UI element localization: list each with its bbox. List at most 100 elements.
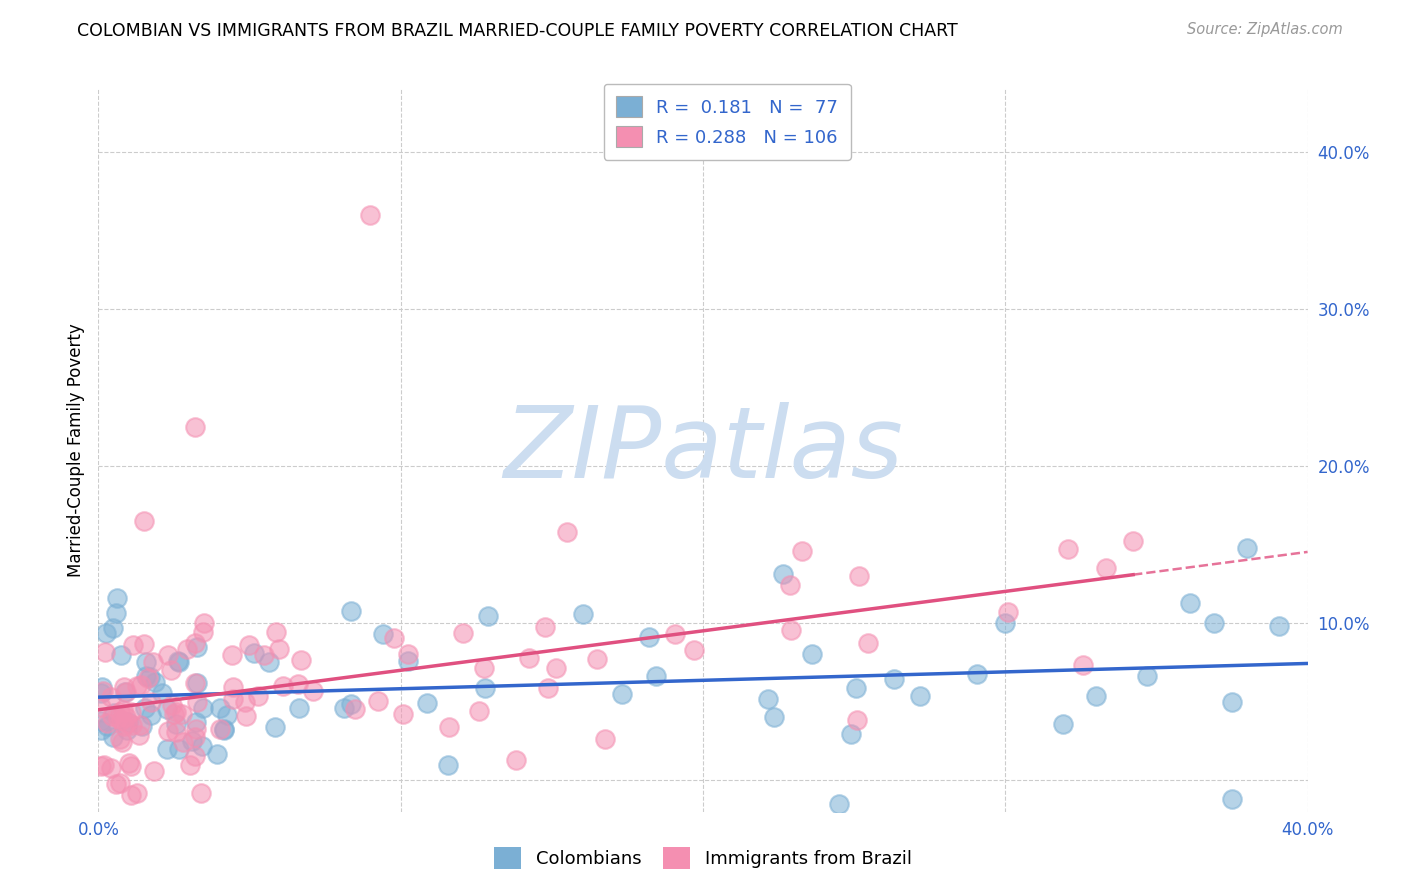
Point xyxy=(257,655,280,669)
Point xyxy=(287,676,309,690)
Point xyxy=(139,708,162,723)
Point xyxy=(1202,615,1225,630)
Point xyxy=(143,764,166,778)
Point xyxy=(179,757,201,772)
Point xyxy=(90,686,112,700)
Point xyxy=(110,714,132,728)
Point xyxy=(762,710,785,724)
Point xyxy=(180,734,202,748)
Point xyxy=(156,742,179,756)
Point xyxy=(340,604,363,618)
Point xyxy=(264,624,287,639)
Point xyxy=(176,642,198,657)
Point xyxy=(172,735,194,749)
Point xyxy=(222,680,245,694)
Point xyxy=(997,605,1019,619)
Point xyxy=(184,714,207,729)
Point xyxy=(108,705,131,719)
Point xyxy=(1122,534,1144,549)
Point xyxy=(1178,596,1201,610)
Point xyxy=(1220,792,1243,806)
Point xyxy=(1095,561,1118,575)
Point xyxy=(90,700,112,714)
Point xyxy=(212,722,235,736)
Point xyxy=(112,681,135,695)
Point xyxy=(156,702,179,716)
Point xyxy=(253,648,276,663)
Point xyxy=(437,757,460,772)
Point xyxy=(247,689,270,703)
Point xyxy=(111,734,134,748)
Point xyxy=(100,690,122,704)
Point xyxy=(120,705,142,719)
Point xyxy=(772,567,794,582)
Point xyxy=(103,730,125,744)
Point xyxy=(1236,541,1258,555)
Point xyxy=(1052,717,1074,731)
Point xyxy=(131,719,153,733)
Point xyxy=(127,679,149,693)
Point xyxy=(269,641,291,656)
Point xyxy=(128,718,150,732)
Point xyxy=(128,728,150,742)
Point xyxy=(165,716,187,731)
Point xyxy=(208,723,231,737)
Point xyxy=(186,695,208,709)
Point xyxy=(264,720,287,734)
Point xyxy=(664,627,686,641)
Point xyxy=(333,701,356,715)
Point xyxy=(845,681,868,696)
Point xyxy=(156,723,179,738)
Point xyxy=(121,717,143,731)
Point xyxy=(384,632,406,646)
Point xyxy=(122,638,145,652)
Point xyxy=(125,786,148,800)
Point xyxy=(184,731,207,745)
Point xyxy=(94,625,117,640)
Point xyxy=(360,208,382,222)
Point xyxy=(104,606,127,620)
Point xyxy=(93,758,115,772)
Y-axis label: Married-Couple Family Poverty: Married-Couple Family Poverty xyxy=(66,324,84,577)
Point xyxy=(129,678,152,692)
Point xyxy=(170,706,193,721)
Point xyxy=(392,707,415,722)
Text: Source: ZipAtlas.com: Source: ZipAtlas.com xyxy=(1187,22,1343,37)
Point xyxy=(243,646,266,660)
Point xyxy=(132,637,155,651)
Point xyxy=(416,696,439,710)
Point xyxy=(233,695,256,709)
Point xyxy=(120,789,142,803)
Point xyxy=(212,723,235,737)
Point xyxy=(186,675,208,690)
Point xyxy=(143,674,166,689)
Point xyxy=(800,647,823,661)
Point xyxy=(167,741,190,756)
Point xyxy=(235,709,257,723)
Point xyxy=(779,578,801,592)
Point xyxy=(848,568,870,582)
Point xyxy=(302,684,325,698)
Point xyxy=(94,645,117,659)
Point xyxy=(114,684,136,698)
Point xyxy=(994,615,1017,630)
Point xyxy=(1268,618,1291,632)
Point xyxy=(790,543,813,558)
Point xyxy=(344,701,367,715)
Point xyxy=(186,640,208,654)
Point xyxy=(100,761,122,775)
Point xyxy=(398,654,420,668)
Point xyxy=(117,715,139,730)
Point xyxy=(910,690,932,704)
Point xyxy=(193,625,215,640)
Point xyxy=(572,607,595,621)
Point xyxy=(593,731,616,746)
Point xyxy=(120,759,142,773)
Point xyxy=(184,636,207,650)
Point xyxy=(110,648,132,663)
Point xyxy=(103,706,125,721)
Point xyxy=(159,663,181,677)
Point xyxy=(534,620,557,634)
Point xyxy=(184,676,207,690)
Point xyxy=(217,708,239,723)
